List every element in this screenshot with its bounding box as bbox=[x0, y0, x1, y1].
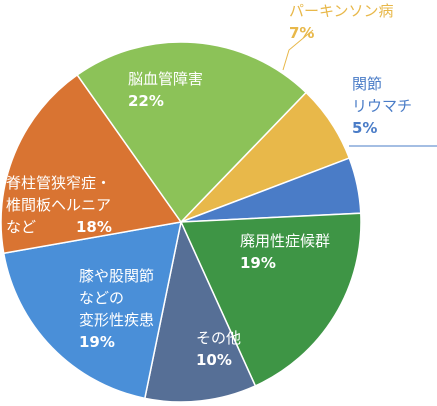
slice-value-3: 10% bbox=[196, 351, 232, 369]
pie-slice-4 bbox=[2, 221, 182, 400]
slice-label-4-line-1: などの bbox=[79, 289, 124, 307]
slice-value-2: 19% bbox=[240, 254, 276, 272]
leader-lines-layer bbox=[282, 29, 437, 147]
slice-value-1: 5% bbox=[352, 119, 377, 137]
slice-label-4-line-0: 膝や股関節 bbox=[79, 267, 154, 285]
slice-label-0-line-0: パーキンソン病 bbox=[289, 2, 394, 20]
slice-value-6: 22% bbox=[128, 92, 164, 110]
slices-layer bbox=[0, 41, 362, 403]
slice-label-6-line-0: 脳血管障害 bbox=[128, 70, 203, 88]
slice-value-4: 19% bbox=[79, 333, 115, 351]
pie-slice-2 bbox=[179, 212, 362, 387]
slice-label-3-line-0: その他 bbox=[196, 329, 241, 347]
leader-line-0 bbox=[282, 29, 314, 71]
pie-slice-6 bbox=[76, 41, 308, 224]
slice-label-5-line-2: など bbox=[6, 218, 36, 236]
slice-label-1-line-1: リウマチ bbox=[352, 97, 412, 115]
slice-label-2-line-0: 廃用性症候群 bbox=[240, 232, 330, 250]
slice-label-4-line-2: 変形性疾患 bbox=[79, 311, 154, 329]
slice-value-0: 7% bbox=[289, 24, 314, 42]
slice-label-1-line-0: 関節 bbox=[352, 75, 382, 93]
pie-slice-5 bbox=[0, 73, 183, 255]
slice-label-5-line-0: 脊柱管狭窄症・ bbox=[6, 174, 111, 192]
slice-value-5: 18% bbox=[76, 218, 112, 236]
slice-label-5-line-1: 椎間板ヘルニア bbox=[6, 196, 111, 214]
